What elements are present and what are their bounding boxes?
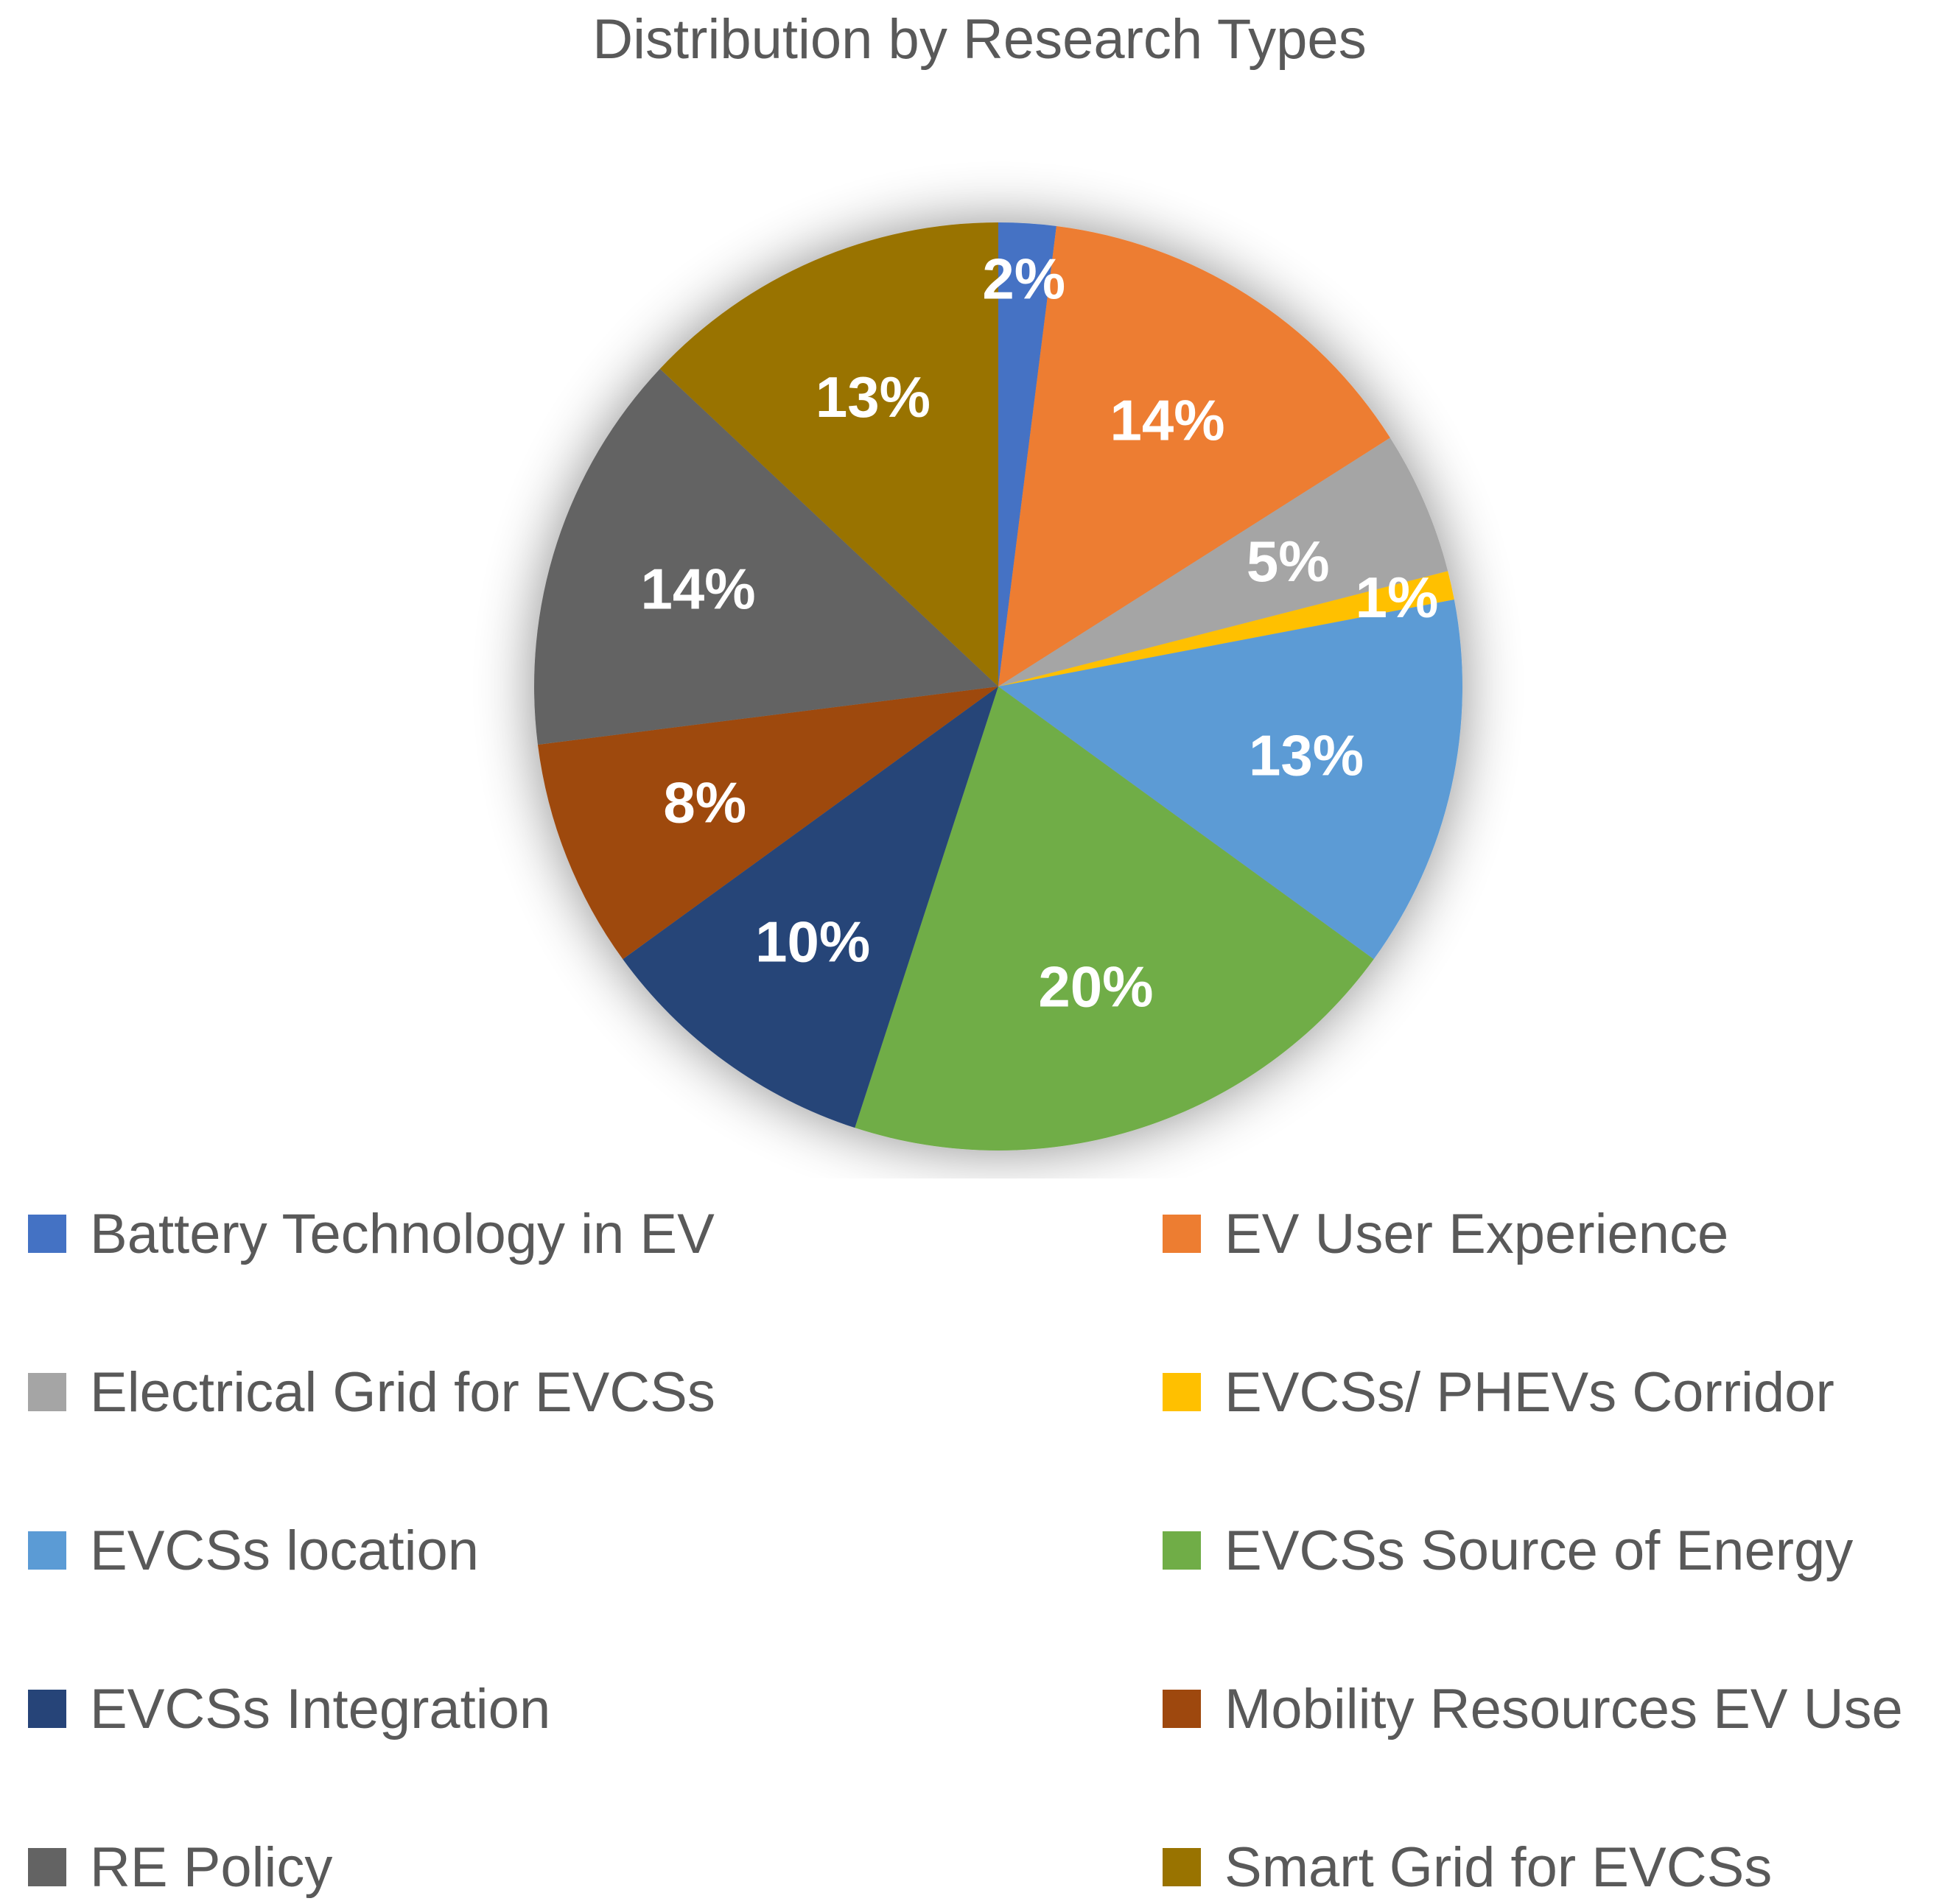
data-label-evcss-source-of-energy: 20% — [1038, 954, 1153, 1019]
legend-swatch — [1163, 1531, 1201, 1570]
legend-item-battery-technology-in-ev: Battery Technology in EV — [28, 1197, 715, 1271]
legend-swatch — [28, 1690, 66, 1728]
legend-swatch — [28, 1531, 66, 1570]
pie-slice-re-policy — [534, 368, 998, 745]
legend-label: EVCSs Source of Energy — [1224, 1519, 1854, 1582]
legend-label: RE Policy — [90, 1836, 333, 1899]
legend-item-evcss-integration: EVCSs Integration — [28, 1672, 550, 1746]
legend-item-evcss-location: EVCSs location — [28, 1514, 479, 1587]
chart-title: Distribution by Research Types — [592, 8, 1367, 71]
data-label-smart-grid-for-evcss: 13% — [816, 365, 931, 429]
pie-chart: 2% 14% 5% 1% 13% 20% 10% 8% 14% 13% — [534, 222, 1462, 1151]
legend-label: EVCSs/ PHEVs Corridor — [1224, 1360, 1834, 1424]
legend-swatch — [1163, 1690, 1201, 1728]
pie-slice-evcss-location — [998, 599, 1462, 960]
pie-slice-smart-grid-for-evcss — [659, 222, 998, 686]
data-label-electrical-grid-for-evcss: 5% — [1247, 529, 1330, 594]
legend-swatch — [1163, 1848, 1201, 1886]
legend-item-evcss-source-of-energy: EVCSs Source of Energy — [1163, 1514, 1853, 1587]
data-label-ev-user-experience: 14% — [1110, 387, 1224, 452]
data-label-evcss-phevs-corridor: 1% — [1356, 565, 1439, 630]
legend-swatch — [28, 1215, 66, 1253]
legend-label: EV User Experience — [1224, 1202, 1729, 1265]
pie-slice-ev-user-experience — [998, 225, 1390, 687]
pie-slice-mobility-resources-ev-use — [537, 686, 998, 960]
pie-slice-evcss-source-of-energy — [855, 686, 1374, 1151]
data-label-battery-technology-in-ev: 2% — [982, 247, 1065, 312]
pie-slice-battery-technology-in-ev — [998, 222, 1056, 686]
legend-label: Smart Grid for EVCSs — [1224, 1836, 1773, 1899]
data-label-mobility-resources-ev-use: 8% — [663, 770, 746, 835]
legend-swatch — [1163, 1373, 1201, 1411]
legend-item-evcss-phevs-corridor: EVCSs/ PHEVs Corridor — [1163, 1355, 1834, 1429]
legend-swatch — [1163, 1215, 1201, 1253]
data-label-evcss-location: 13% — [1249, 723, 1364, 788]
legend-label: Electrical Grid for EVCSs — [90, 1360, 715, 1424]
legend-label: EVCSs Integration — [90, 1677, 551, 1740]
pie-slice-electrical-grid-for-evcss — [998, 438, 1448, 686]
legend-item-electrical-grid-for-evcss: Electrical Grid for EVCSs — [28, 1355, 715, 1429]
legend-swatch — [28, 1848, 66, 1886]
pie-slice-evcss-phevs-corridor — [998, 571, 1454, 686]
legend-item-smart-grid-for-evcss: Smart Grid for EVCSs — [1163, 1830, 1772, 1904]
legend: Battery Technology in EV EV User Experien… — [0, 1178, 1959, 1899]
legend-item-re-policy: RE Policy — [28, 1830, 332, 1904]
legend-label: Mobility Resources EV Use — [1224, 1677, 1903, 1740]
legend-label: EVCSs location — [90, 1519, 480, 1582]
legend-label: Battery Technology in EV — [90, 1202, 715, 1265]
pie-slice-evcss-integration — [623, 686, 998, 1128]
data-label-re-policy: 14% — [641, 557, 756, 622]
legend-item-ev-user-experience: EV User Experience — [1163, 1197, 1728, 1271]
legend-swatch — [28, 1373, 66, 1411]
data-label-evcss-integration: 10% — [755, 910, 870, 974]
legend-item-mobility-resources-ev-use: Mobility Resources EV Use — [1163, 1672, 1903, 1746]
